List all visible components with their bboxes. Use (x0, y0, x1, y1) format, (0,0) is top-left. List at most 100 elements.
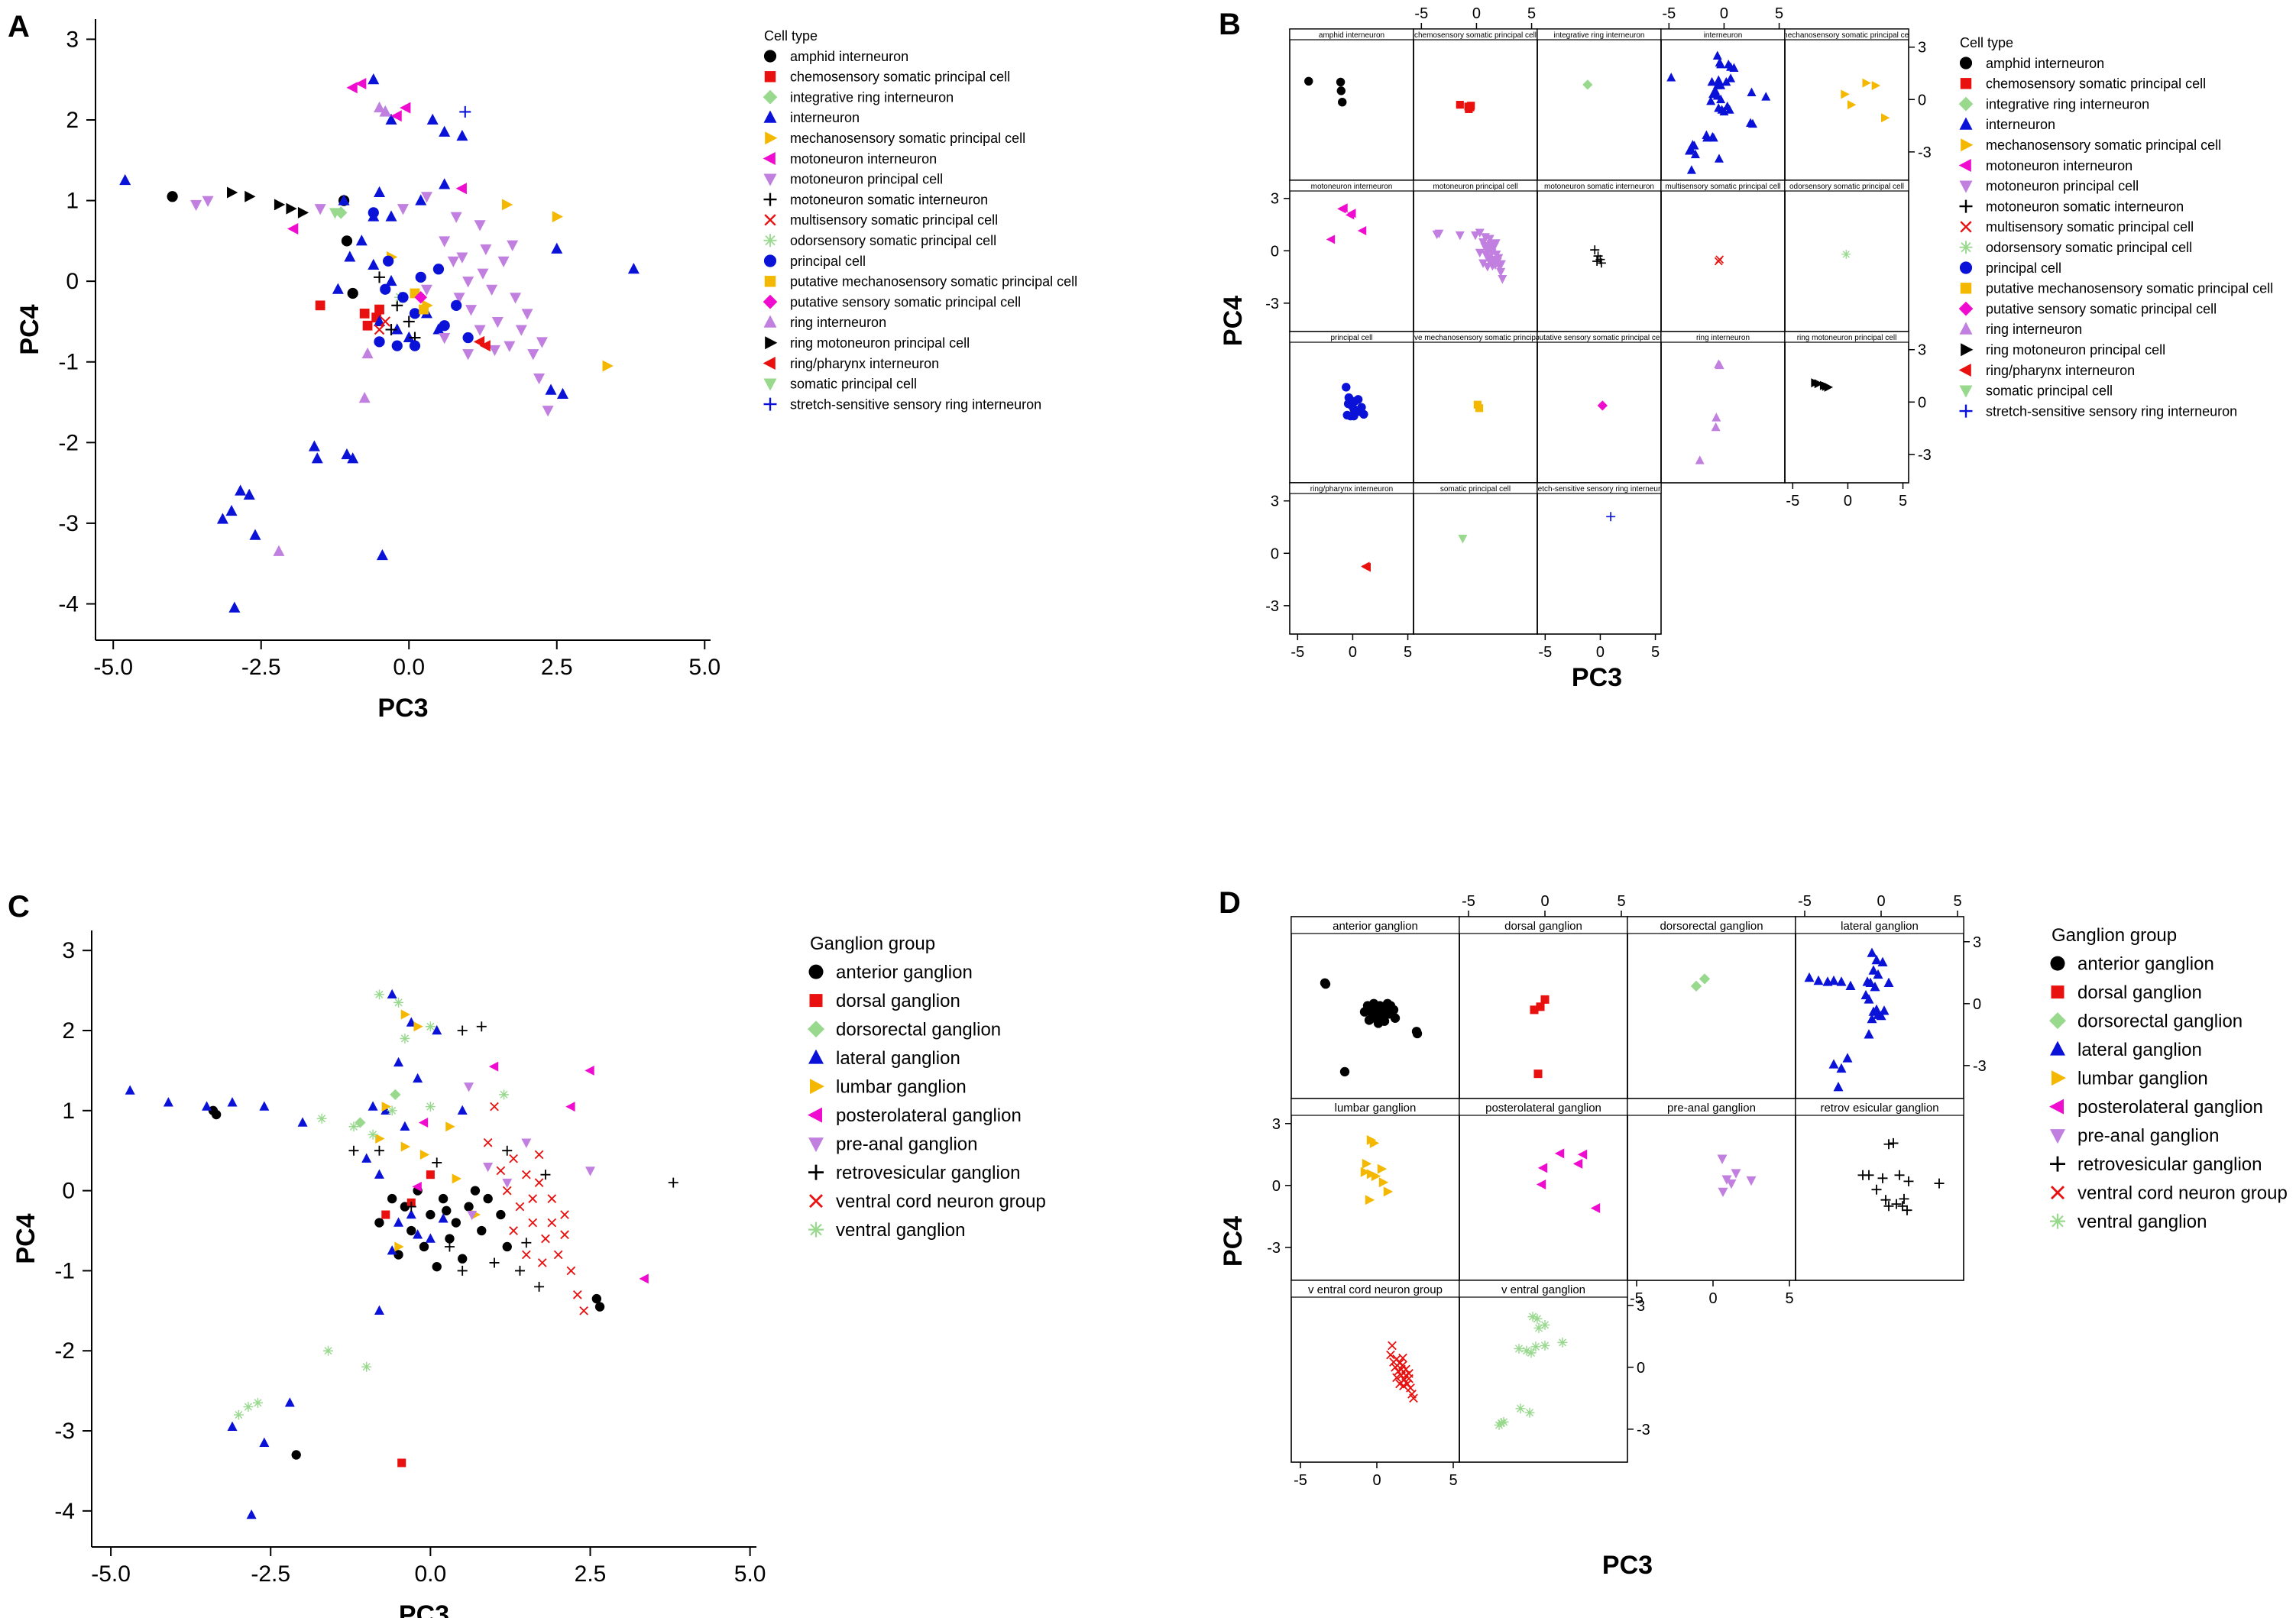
legend-entry: ventral ganglion (836, 1220, 965, 1241)
legend-entry: somatic principal cell (790, 377, 917, 392)
series-stretch-sensitive-sensory-ring-interneuron (459, 105, 471, 118)
data-point (462, 332, 474, 344)
data-point (1491, 239, 1501, 248)
data-point (253, 1397, 263, 1408)
data-point (447, 256, 459, 268)
series-motoneuron-principal-cell (190, 192, 554, 417)
legend-marker-ring-motoneuron-principal-cell (1961, 343, 1974, 357)
legend-marker-principal-cell (763, 254, 777, 267)
facet-title: multisensory somatic principal cell (1665, 183, 1780, 191)
x-tick-label: 5 (1404, 644, 1412, 661)
legend-marker-lateral-ganglion (808, 1049, 824, 1064)
data-point (639, 1273, 649, 1284)
data-point (1871, 954, 1882, 965)
data-point (1726, 73, 1736, 83)
data-point (418, 1118, 429, 1128)
legend-marker-lumbar-ganglion (810, 1079, 824, 1095)
facet-odorsensory-somatic-principal-cell: odorsensory somatic principal cell (1784, 180, 1909, 332)
data-point (1514, 1343, 1524, 1354)
data-point (227, 1421, 238, 1431)
data-point (1338, 98, 1347, 107)
facet-title: motoneuron somatic interneuron (1544, 183, 1654, 191)
data-point (1498, 275, 1507, 284)
legend-marker-amphid-interneuron (763, 50, 777, 63)
data-point (385, 113, 397, 125)
data-point (1833, 1082, 1844, 1092)
x-tick-label: -5 (1414, 5, 1428, 22)
data-point (1480, 242, 1490, 252)
data-point (1526, 1348, 1537, 1358)
data-point (415, 194, 427, 205)
data-point (1712, 50, 1722, 60)
data-point (585, 1167, 595, 1176)
data-point (591, 1293, 602, 1304)
data-point (332, 283, 344, 294)
series-putative-sensory-somatic-principal-cell (414, 291, 427, 304)
data-point (1824, 382, 1834, 392)
y-tick-label: 0 (66, 269, 79, 294)
data-point (368, 258, 380, 270)
data-point (432, 264, 445, 275)
data-point (374, 989, 384, 1000)
data-point (286, 202, 297, 215)
y-tick-label: 3 (1918, 40, 1926, 57)
data-point (551, 242, 563, 254)
data-point (1716, 59, 1726, 69)
data-point (445, 1121, 455, 1132)
data-point (1364, 1015, 1375, 1025)
data-point (348, 1121, 359, 1132)
data-point (1359, 1007, 1370, 1017)
legend-entry: ring/pharynx interneuron (790, 356, 939, 371)
data-point (560, 1230, 569, 1240)
legend-entry: integrative ring interneuron (1986, 96, 2149, 112)
data-point (426, 1209, 436, 1220)
facet-interneuron: interneuron -5 0 5 (1660, 5, 1786, 181)
data-point (1475, 228, 1485, 238)
facet-frame (1289, 180, 1414, 332)
data-point (432, 1024, 442, 1035)
data-point (341, 235, 353, 247)
x-tick-label: 5 (1527, 5, 1536, 22)
y-tick-label: 0 (62, 1179, 75, 1204)
data-point (488, 345, 500, 357)
x-tick-label: -5 (1786, 493, 1799, 510)
data-point (1378, 1177, 1389, 1188)
legend-entry: motoneuron interneuron (1986, 158, 2132, 173)
legend-marker-retrovesicular-ganglion (808, 1164, 824, 1180)
data-point (572, 1290, 582, 1299)
legend-marker-lateral-ganglion (2050, 1040, 2065, 1056)
legend-marker-amphid-interneuron (1959, 57, 1973, 70)
data-point (502, 1145, 513, 1156)
facet-title: amphid interneuron (1319, 31, 1384, 40)
data-point (1304, 76, 1313, 86)
data-point (1726, 1179, 1737, 1189)
facet-ring-motoneuron-principal-cell: ring motoneuron principal cell -3 0 3 -5 0 5 (1784, 331, 1932, 510)
data-point (374, 1218, 384, 1228)
data-point (1478, 259, 1488, 268)
legend-title: Ganglion group (810, 934, 935, 954)
legend-marker-lumbar-ganglion (2052, 1070, 2066, 1086)
data-point (291, 1450, 301, 1460)
data-point (464, 1082, 474, 1092)
data-point (374, 101, 386, 113)
legend-title: Cell type (764, 28, 818, 44)
facet-frame (1784, 180, 1909, 332)
data-point (1747, 118, 1757, 128)
x-tick-label: -5.0 (93, 655, 133, 680)
data-point (314, 204, 326, 215)
legend-entry: odorsensory somatic principal cell (790, 233, 996, 248)
data-point (1864, 1029, 1874, 1039)
legend-entry: stretch-sensitive sensory ring interneur… (1986, 403, 2237, 419)
data-point (668, 1177, 678, 1188)
x-tick-label: 2.5 (575, 1561, 607, 1587)
legend-entry: lateral ganglion (2077, 1040, 2202, 1060)
data-point (1836, 1063, 1847, 1073)
facet-ring-pharynx-interneuron: ring/pharynx interneuron -3 0 3 -5 0 5 (1265, 482, 1414, 661)
data-point (502, 1241, 512, 1252)
data-point (387, 1193, 397, 1204)
data-point (566, 1266, 576, 1276)
legend-entry: retrovesicular ganglion (2077, 1154, 2262, 1175)
y-axis-label: PC4 (11, 1213, 40, 1264)
data-point (1695, 455, 1705, 464)
data-point (502, 1178, 513, 1189)
